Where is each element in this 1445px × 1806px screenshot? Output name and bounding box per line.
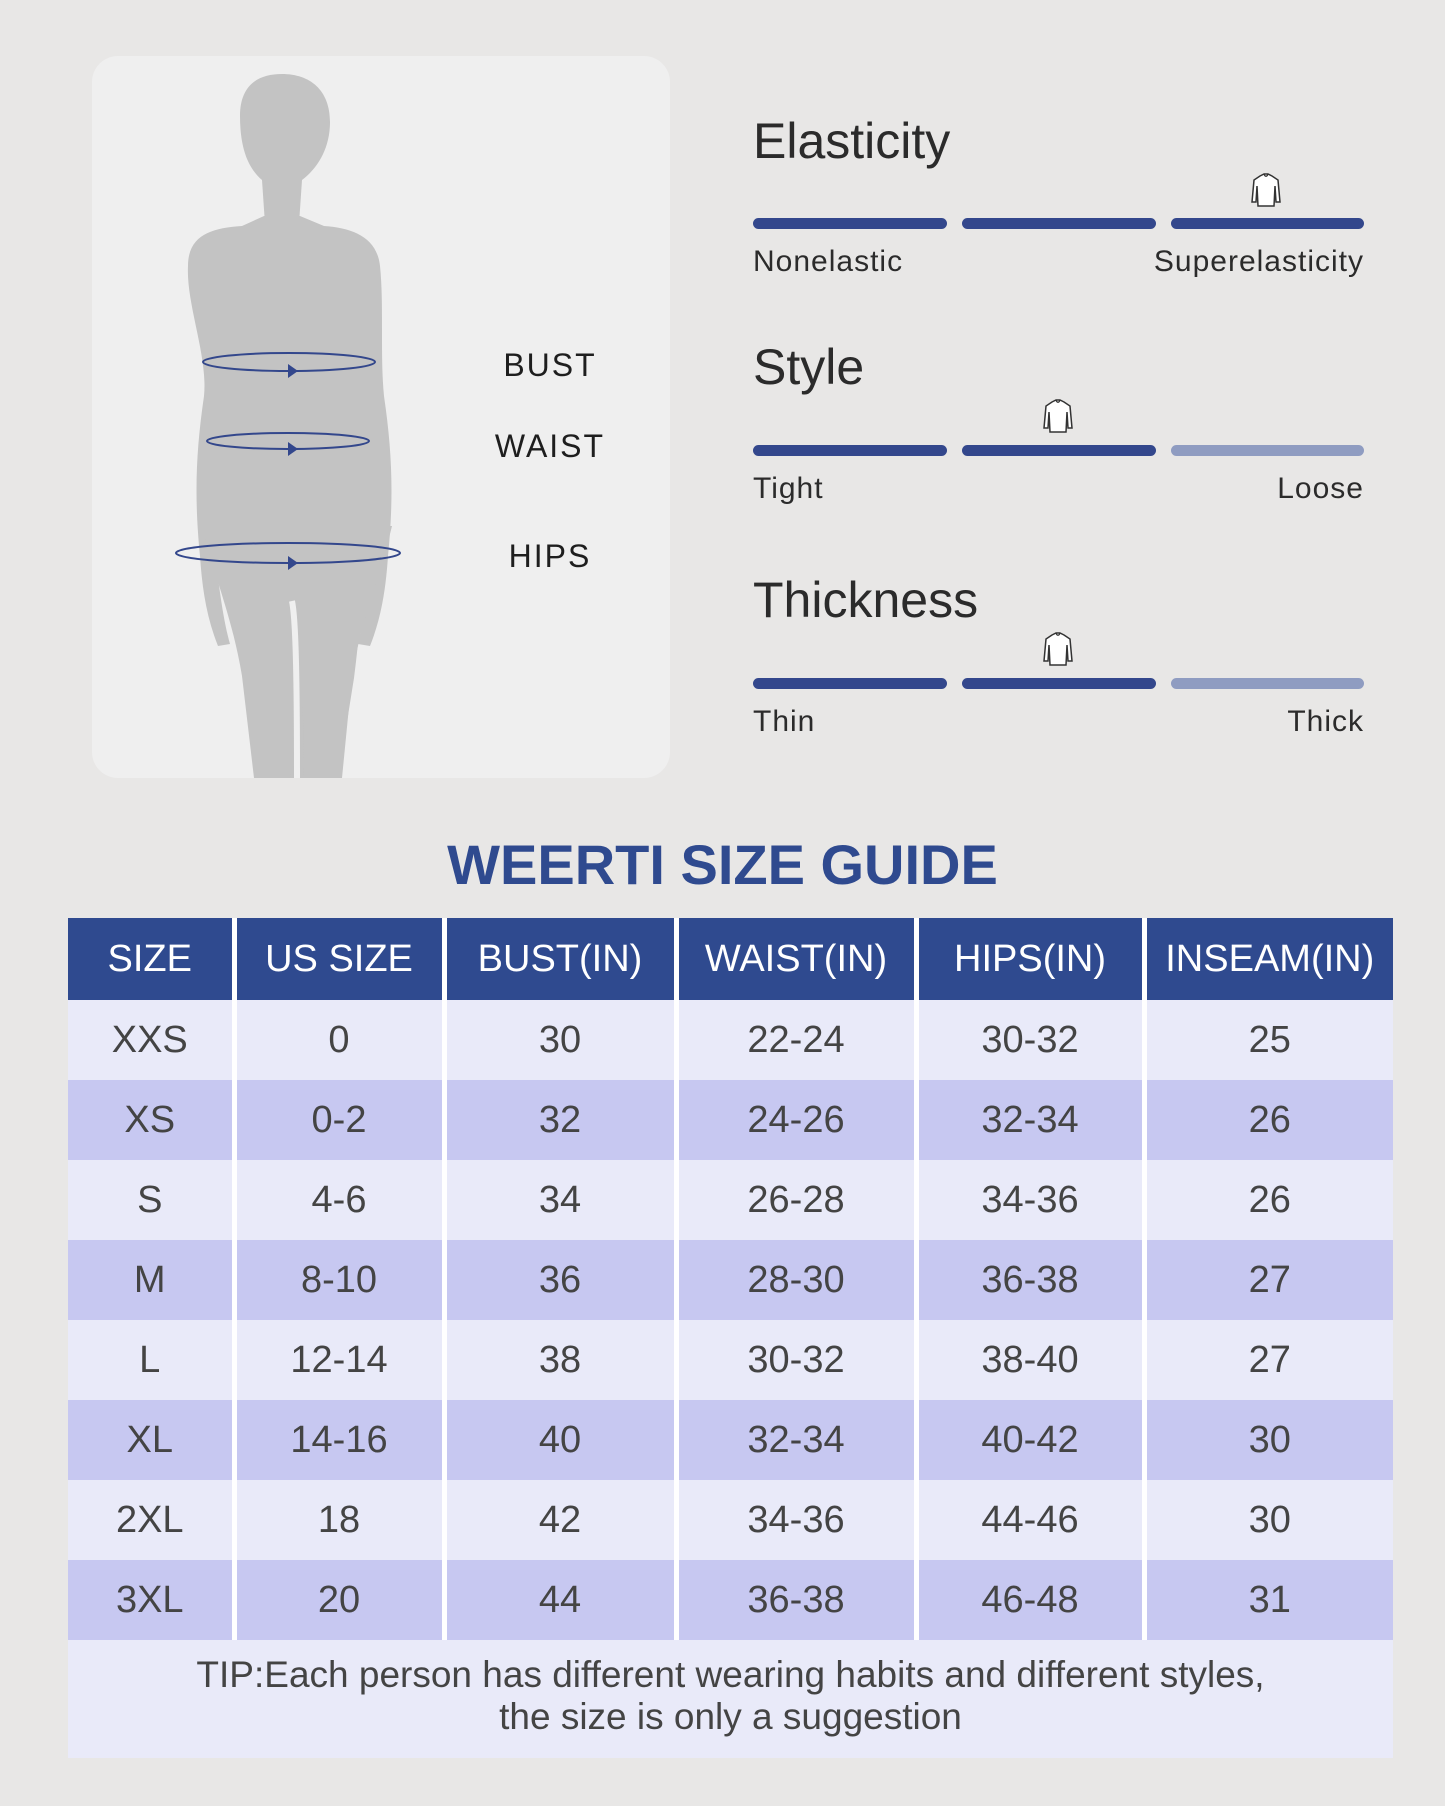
table-cell: 20 — [231, 1560, 444, 1640]
table-cell: 8-10 — [231, 1240, 444, 1320]
table-cell: 42 — [441, 1480, 676, 1560]
elasticity-title: Elasticity — [753, 113, 951, 169]
table-cell: 14-16 — [231, 1400, 444, 1480]
table-cell: 27 — [1141, 1320, 1393, 1400]
table-row: XXS 0 30 22-24 30-32 25 — [68, 1000, 1393, 1080]
table-cell: 2XL — [68, 1480, 234, 1560]
table-cell: L — [68, 1320, 234, 1400]
table-cell: 46-48 — [913, 1560, 1144, 1640]
table-cell: 12-14 — [231, 1320, 444, 1400]
table-cell: 26 — [1141, 1160, 1393, 1240]
table-cell: 26 — [1141, 1080, 1393, 1160]
header-size: SIZE — [68, 918, 234, 1000]
elasticity-max-label: Superelasticity — [1153, 245, 1364, 278]
table-header-row: SIZE US SIZE BUST(IN) WAIST(IN) HIPS(IN)… — [68, 918, 1393, 1000]
table-cell: 40-42 — [913, 1400, 1144, 1480]
table-cell: 34-36 — [913, 1160, 1144, 1240]
table-cell: 27 — [1141, 1240, 1393, 1320]
table-row: 2XL 18 42 34-36 44-46 30 — [68, 1480, 1393, 1560]
style-min-label: Tight — [753, 472, 824, 505]
table-row: M 8-10 36 28-30 36-38 27 — [68, 1240, 1393, 1320]
tip-note: TIP:Each person has different wearing ha… — [68, 1640, 1393, 1758]
table-cell: 24-26 — [673, 1080, 916, 1160]
table-cell: 40 — [441, 1400, 676, 1480]
elasticity-min-label: Nonelastic — [753, 245, 904, 278]
bust-label: BUST — [503, 347, 597, 383]
tip-line-1: TIP:Each person has different wearing ha… — [196, 1654, 1265, 1695]
table-cell: 36-38 — [673, 1560, 916, 1640]
style-bar-2 — [962, 445, 1156, 456]
header-hips: HIPS(IN) — [913, 918, 1144, 1000]
table-cell: 30 — [1141, 1480, 1393, 1560]
table-cell: 34 — [441, 1160, 676, 1240]
thickness-bar-3 — [1171, 678, 1364, 689]
table-cell: 44 — [441, 1560, 676, 1640]
table-cell: 38 — [441, 1320, 676, 1400]
thickness-min-label: Thin — [753, 705, 816, 738]
shirt-icon — [1043, 399, 1073, 433]
table-cell: S — [68, 1160, 234, 1240]
waist-label: WAIST — [494, 428, 606, 464]
shirt-icon — [1043, 632, 1073, 666]
table-cell: 30 — [441, 1000, 676, 1080]
table-cell: XL — [68, 1400, 234, 1480]
table-cell: 30-32 — [913, 1000, 1144, 1080]
table-cell: 0-2 — [231, 1080, 444, 1160]
header-bust: BUST(IN) — [441, 918, 676, 1000]
table-cell: 28-30 — [673, 1240, 916, 1320]
style-bar-3 — [1171, 445, 1364, 456]
table-row: XS 0-2 32 24-26 32-34 26 — [68, 1080, 1393, 1160]
body-silhouette-icon — [175, 74, 401, 778]
table-cell: 36 — [441, 1240, 676, 1320]
table-cell: XXS — [68, 1000, 234, 1080]
table-cell: 30-32 — [673, 1320, 916, 1400]
body-figure-card — [92, 56, 670, 778]
table-cell: 3XL — [68, 1560, 234, 1640]
table-cell: 38-40 — [913, 1320, 1144, 1400]
table-row: L 12-14 38 30-32 38-40 27 — [68, 1320, 1393, 1400]
header-inseam: INSEAM(IN) — [1141, 918, 1393, 1000]
table-row: S 4-6 34 26-28 34-36 26 — [68, 1160, 1393, 1240]
table-cell: 32-34 — [913, 1080, 1144, 1160]
size-table: SIZE US SIZE BUST(IN) WAIST(IN) HIPS(IN)… — [68, 918, 1393, 1640]
table-cell: M — [68, 1240, 234, 1320]
table-cell: XS — [68, 1080, 234, 1160]
table-cell: 26-28 — [673, 1160, 916, 1240]
table-cell: 22-24 — [673, 1000, 916, 1080]
header-waist: WAIST(IN) — [673, 918, 916, 1000]
table-cell: 30 — [1141, 1400, 1393, 1480]
style-title: Style — [753, 339, 865, 395]
tip-line-2: the size is only a suggestion — [499, 1696, 962, 1737]
table-cell: 31 — [1141, 1560, 1393, 1640]
thickness-title: Thickness — [753, 572, 979, 628]
table-cell: 44-46 — [913, 1480, 1144, 1560]
table-cell: 32 — [441, 1080, 676, 1160]
table-cell: 25 — [1141, 1000, 1393, 1080]
table-row: XL 14-16 40 32-34 40-42 30 — [68, 1400, 1393, 1480]
table-cell: 34-36 — [673, 1480, 916, 1560]
table-cell: 18 — [231, 1480, 444, 1560]
style-max-label: Loose — [1277, 472, 1364, 505]
table-row: 3XL 20 44 36-38 46-48 31 — [68, 1560, 1393, 1640]
thickness-bar-2 — [962, 678, 1156, 689]
style-bar-1 — [753, 445, 947, 456]
table-cell: 4-6 — [231, 1160, 444, 1240]
thickness-bar-1 — [753, 678, 947, 689]
table-cell: 32-34 — [673, 1400, 916, 1480]
table-cell: 0 — [231, 1000, 444, 1080]
elasticity-bar-2 — [962, 218, 1156, 229]
hips-label: HIPS — [508, 538, 592, 574]
size-guide-title: WEERTI SIZE GUIDE — [447, 833, 998, 896]
thickness-max-label: Thick — [1287, 705, 1364, 738]
elasticity-bar-3 — [1171, 218, 1364, 229]
header-us-size: US SIZE — [231, 918, 444, 1000]
elasticity-bar-1 — [753, 218, 947, 229]
table-cell: 36-38 — [913, 1240, 1144, 1320]
shirt-icon — [1251, 173, 1281, 207]
